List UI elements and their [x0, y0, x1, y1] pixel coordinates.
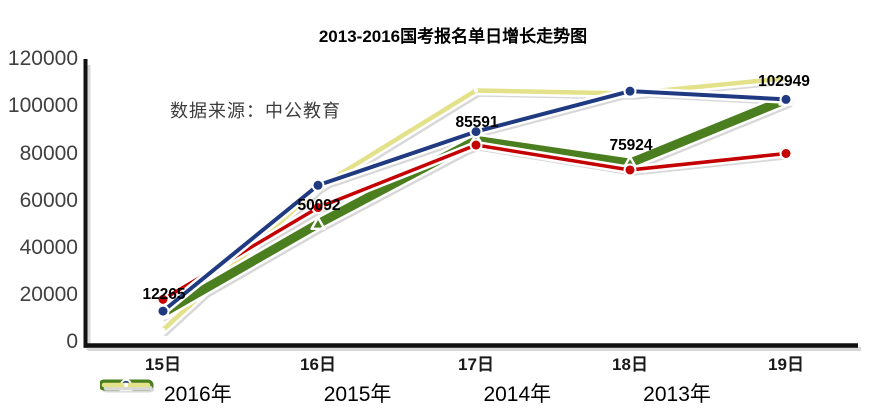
x-axis-tick-label: 19日 [768, 355, 804, 374]
legend-label-2016: 2016年 [164, 383, 232, 406]
y-axis-tick-label: 100000 [7, 94, 78, 118]
legend-label-2013: 2013年 [643, 383, 711, 406]
point-value-label: 50092 [297, 197, 341, 215]
legend-swatch-2014-line-icon [102, 379, 473, 402]
legend-label-2015: 2015年 [323, 383, 392, 406]
y-axis-tick-label: 60000 [19, 188, 78, 212]
chart-title: 2013-2016国考报名单日增长走势图 [318, 27, 588, 46]
legend-item-2014: 2014年 [102, 378, 552, 408]
legend-label-2014: 2014年 [483, 383, 552, 406]
x-axis-tick-label: 15日 [145, 355, 181, 374]
x-axis-tick-label: 17日 [458, 355, 494, 374]
y-axis-tick-label: 40000 [19, 235, 78, 259]
point-value-label: 75924 [609, 136, 653, 154]
data-source-note: 数据来源：中公教育 [170, 101, 341, 121]
legend: 2016年 2015年 2014年 2013年 [100, 376, 820, 410]
x-axis-tick-label: 18日 [612, 355, 648, 374]
y-axis-tick-label: 120000 [7, 47, 78, 71]
x-axis-tick-label: 16日 [300, 355, 336, 374]
point-value-label: 102949 [758, 73, 810, 90]
point-value-label: 85591 [455, 113, 499, 131]
legend-item-2015: 2015年 [102, 378, 392, 408]
y-axis-tick-label: 0 [66, 329, 78, 353]
legend-item-2013: 2013年 [101, 378, 711, 408]
legend-swatch-2015-line-icon [102, 379, 314, 402]
legend-swatch-2013-line-icon [101, 382, 633, 402]
y-axis-tick-label: 20000 [19, 282, 78, 306]
point-value-label: 12265 [142, 286, 186, 304]
y-axis-tick-label: 80000 [19, 141, 78, 165]
